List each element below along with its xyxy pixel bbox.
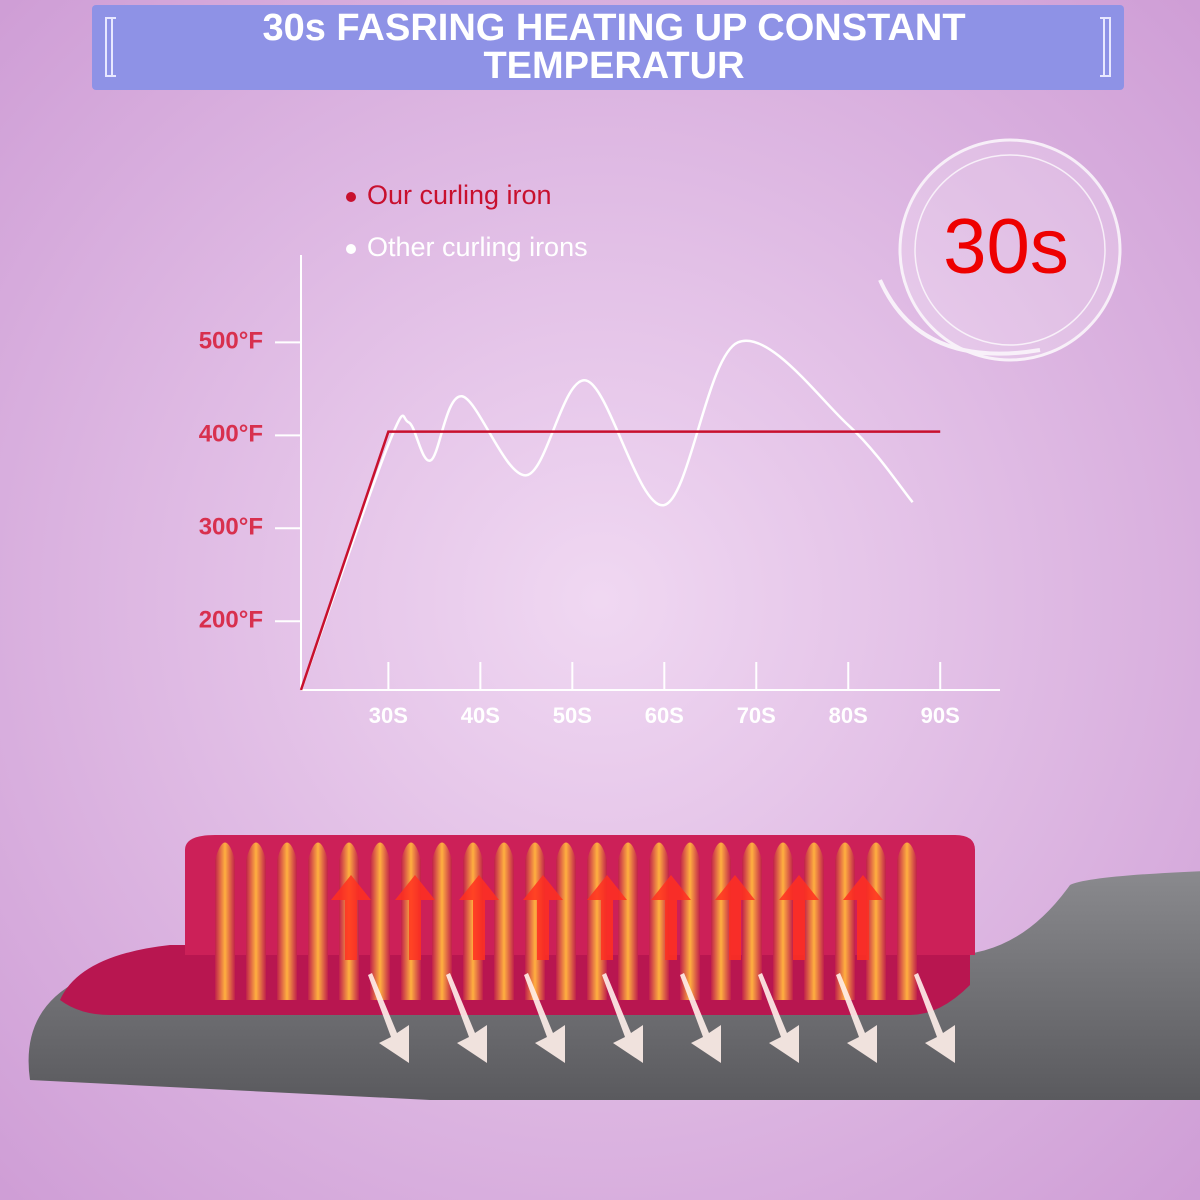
legend-label: Our curling iron — [367, 180, 552, 210]
comb-tooth — [866, 842, 886, 1000]
comb-tooth — [897, 842, 917, 1000]
x-tick-label: 50S — [553, 703, 592, 728]
comb-tooth — [246, 842, 266, 1000]
heat-arrow — [651, 875, 691, 960]
down-arrow — [368, 973, 409, 1063]
heat-arrow — [523, 875, 563, 960]
x-tick-label: 90S — [921, 703, 960, 728]
clock-icon — [878, 138, 1122, 362]
x-tick-label: 60S — [645, 703, 684, 728]
title-line: TEMPERATUR — [483, 45, 744, 87]
comb-tooth — [308, 842, 328, 1000]
comb-tooth — [215, 842, 235, 1000]
y-tick-label: 500°F — [199, 328, 263, 355]
y-tick-label: 400°F — [199, 421, 263, 448]
comb-tooth — [556, 842, 576, 1000]
heat-arrow — [587, 875, 627, 960]
comb-tooth — [835, 842, 855, 1000]
down-arrow — [758, 973, 799, 1063]
x-tick-label: 30S — [369, 703, 408, 728]
heat-arrow — [779, 875, 819, 960]
comb-tooth — [680, 842, 700, 1000]
product-illustration — [28, 835, 1200, 1101]
comb-tooth — [618, 842, 638, 1000]
line-series — [299, 430, 941, 691]
comb-tooth — [494, 842, 514, 1000]
down-arrow — [680, 973, 721, 1063]
x-tick-label: 80S — [829, 703, 868, 728]
x-tick-label: 40S — [461, 703, 500, 728]
down-arrow — [914, 973, 955, 1063]
comb-tooth — [649, 842, 669, 1000]
heat-arrow — [395, 875, 435, 960]
comb-tooth — [277, 842, 297, 1000]
y-tick-label: 300°F — [199, 514, 263, 541]
legend-marker — [346, 244, 356, 254]
title-banner — [92, 5, 1124, 90]
legend-label: Other curling irons — [367, 232, 588, 262]
badge: 30s — [943, 202, 1069, 290]
down-arrow — [602, 973, 643, 1063]
comb-tooth — [804, 842, 824, 1000]
heat-arrow — [331, 875, 371, 960]
x-tick-label: 70S — [737, 703, 776, 728]
comb-tooth — [370, 842, 390, 1000]
title-line: 30s FASRING HEATING UP CONSTANT — [262, 7, 965, 49]
legend-marker — [346, 192, 356, 202]
comb-tooth — [711, 842, 731, 1000]
heat-arrow — [715, 875, 755, 960]
down-arrow — [446, 973, 487, 1063]
comb-tooth — [773, 842, 793, 1000]
line-series — [299, 339, 914, 691]
banner-brackets — [105, 17, 1111, 77]
heat-arrow — [843, 875, 883, 960]
comb-tooth — [742, 842, 762, 1000]
down-arrow — [836, 973, 877, 1063]
y-tick-label: 200°F — [199, 607, 263, 634]
heat-arrow — [459, 875, 499, 960]
comb-tooth — [432, 842, 452, 1000]
down-arrow — [524, 973, 565, 1063]
